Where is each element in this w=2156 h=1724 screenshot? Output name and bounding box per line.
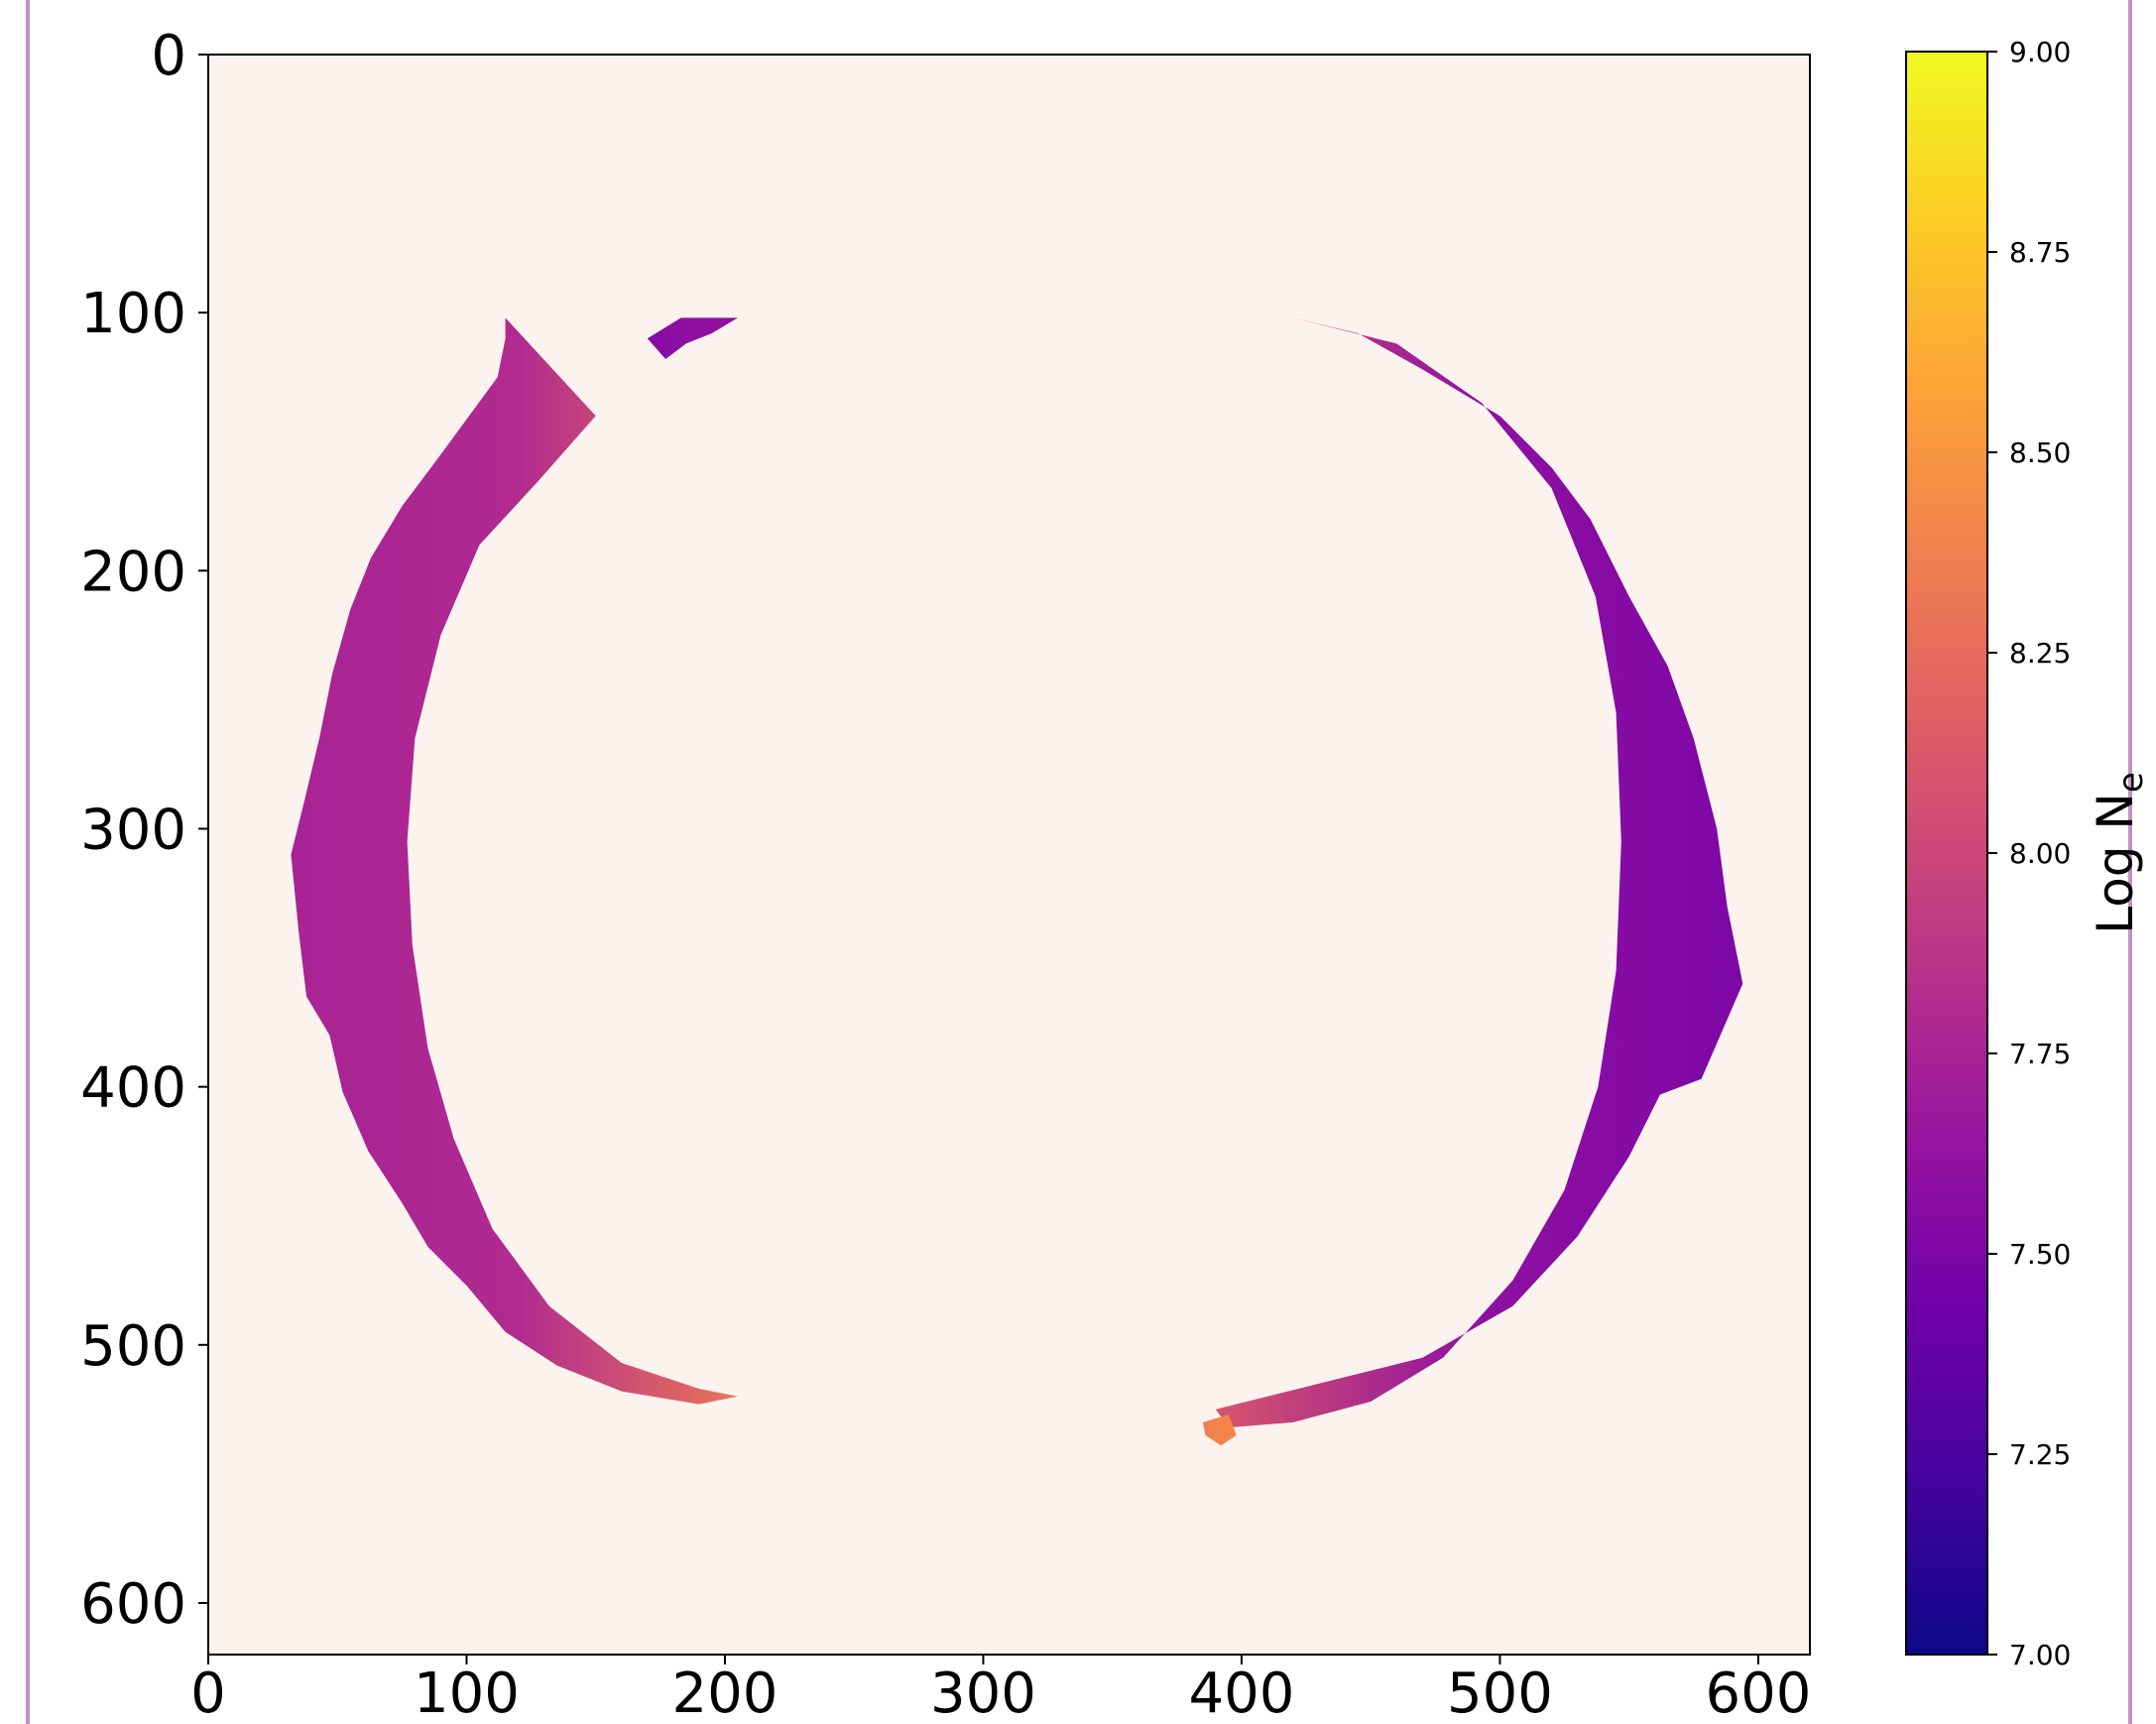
colorbar-tick-label: 8.50 [2009,436,2071,469]
upper-fragment-region [647,317,738,359]
y-tick-label: 300 [80,798,186,862]
plot-frame [207,54,1811,1656]
right-arc-region [1215,317,1743,1428]
x-tick-label: 600 [1705,1662,1811,1724]
x-tick-label: 500 [1447,1662,1553,1724]
y-tick-label: 400 [80,1056,186,1121]
y-tick-label: 100 [80,282,186,346]
left-arc-region [291,317,738,1405]
left-frame-border [26,0,30,1724]
colorbar-tick-label: 7.25 [2009,1438,2071,1471]
lower-right-fragment-region [1202,1415,1237,1446]
colorbar-tick-label: 7.00 [2009,1639,2071,1671]
x-tick-label: 200 [672,1662,779,1724]
y-tick-label: 0 [151,24,186,88]
x-tick-label: 300 [930,1662,1036,1724]
y-tick-label: 200 [80,540,186,604]
colorbar-tick-label: 9.00 [2009,36,2071,68]
colorbar-label: Log Ne [2087,772,2151,934]
right-frame-border [2128,0,2132,1724]
x-tick-label: 400 [1188,1662,1294,1724]
y-tick-label: 500 [80,1314,186,1379]
colorbar-tick-label: 7.50 [2009,1238,2071,1271]
image-background [208,55,1810,1655]
colorbar [1905,51,1988,1656]
x-tick-label: 0 [190,1662,226,1724]
colorbar-tick-label: 7.75 [2009,1038,2071,1070]
y-tick-label: 600 [80,1572,186,1637]
colorbar-tick-label: 8.25 [2009,637,2071,670]
colorbar-tick-label: 8.75 [2009,236,2071,269]
colorbar-tick-label: 8.00 [2009,837,2071,870]
x-tick-label: 100 [414,1662,520,1724]
